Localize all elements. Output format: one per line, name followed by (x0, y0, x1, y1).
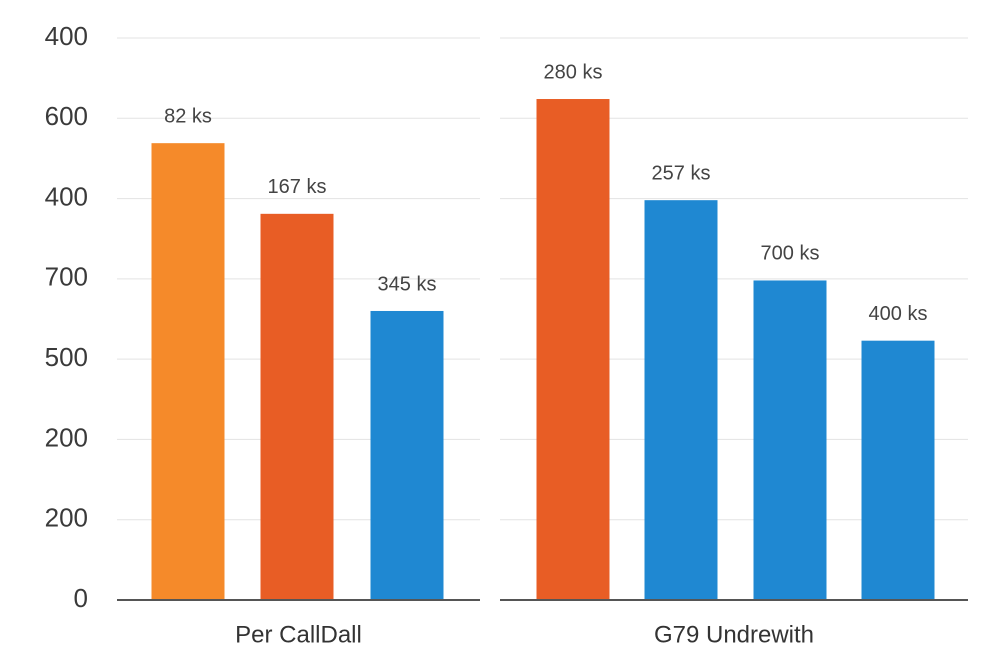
bar (644, 200, 718, 601)
value-label: 280 ks (544, 61, 603, 83)
bar (151, 143, 225, 600)
bar (370, 310, 444, 600)
bar (260, 213, 334, 600)
value-label: 345 ks (378, 273, 437, 295)
y-tick-label: 200 (45, 503, 88, 533)
value-label: 257 ks (652, 162, 711, 184)
y-tick-label: 500 (45, 342, 88, 372)
value-label: 400 ks (869, 303, 928, 325)
bar (753, 280, 827, 600)
y-tick-label: 700 (45, 262, 88, 292)
y-tick-label: 0 (74, 583, 88, 613)
value-label: 82 ks (164, 105, 212, 127)
y-tick-label: 200 (45, 422, 88, 452)
value-label: 700 ks (761, 243, 820, 265)
bar (861, 340, 935, 600)
y-tick-label: 600 (45, 101, 88, 131)
panel-label: Per CallDall (235, 621, 362, 648)
panel-label: G79 Undrewith (654, 621, 814, 648)
y-tick-label: 400 (45, 21, 88, 51)
bar (536, 99, 610, 600)
y-tick-label: 400 (45, 181, 88, 211)
value-label: 167 ks (268, 176, 327, 198)
